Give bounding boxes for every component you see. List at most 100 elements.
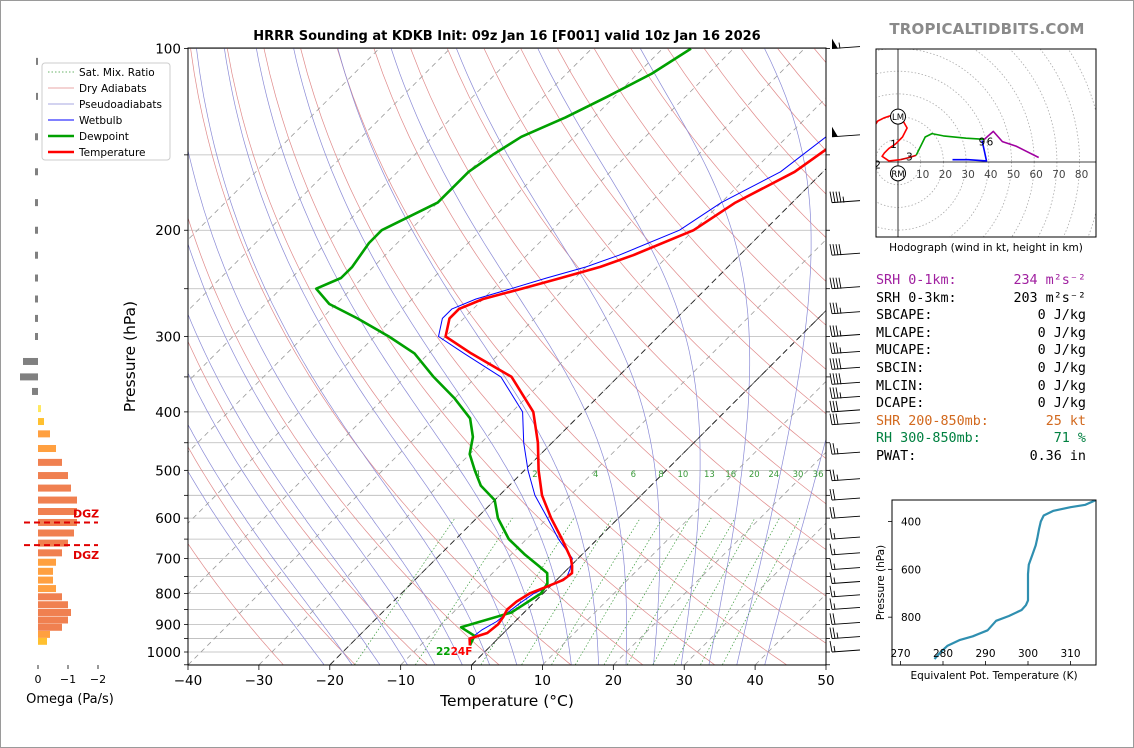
right-mover-label: RM [891, 170, 904, 180]
wind-barb-shaft [831, 536, 861, 540]
mixing-ratio-line [574, 517, 663, 665]
mixing-ratio-label: 24 [768, 470, 779, 480]
parameter-name: SRH 0-1km: [876, 273, 957, 288]
wind-barb-feather [835, 400, 839, 412]
y-tick-label: 1000 [147, 645, 181, 661]
y-tick-label: 400 [155, 405, 181, 421]
wind-barb-shaft [831, 200, 861, 204]
omega-bar [35, 332, 38, 340]
hodograph-frame [875, 48, 1097, 238]
omega-bar [38, 558, 56, 566]
wind-barb-feather [838, 358, 842, 370]
wind-barb-shaft [831, 350, 861, 354]
wind-barb-half-feather [839, 347, 842, 354]
parameter-value: 0 J/kg [1037, 308, 1086, 324]
mixing-ratio-label: 10 [678, 470, 689, 480]
y-tick-label: 200 [155, 223, 181, 239]
wind-barb-shaft [831, 581, 861, 584]
parameter-value: 71 % [1053, 431, 1086, 447]
hodograph-height-label: 9 [979, 137, 986, 149]
dry-adiabat-line [520, 48, 826, 415]
wind-barb-feather [829, 413, 833, 425]
wind-barb-feather [832, 627, 836, 639]
wind-barb [829, 469, 861, 482]
omega-bar [38, 637, 47, 645]
hodograph-height-label: 1 [890, 139, 897, 151]
theta-e-x-tick-label: 280 [933, 648, 953, 660]
omega-bar [35, 133, 38, 141]
wind-barb [829, 640, 861, 653]
temperature-line [444, 147, 826, 646]
legend-entry: Pseudoadiabats [79, 99, 162, 111]
x-tick-label: 20 [605, 673, 622, 689]
parameter-value: 0 J/kg [1037, 378, 1086, 394]
wind-barb-feather [829, 387, 833, 399]
mixing-ratio-label: 2 [532, 470, 537, 480]
wind-barb-half-feather [833, 577, 836, 584]
omega-bar [20, 373, 38, 381]
wind-barb-feather [838, 191, 842, 203]
dry-adiabat-line [226, 48, 643, 665]
theta-e-y-tick-label: 800 [901, 612, 921, 624]
legend-entry: Dewpoint [79, 131, 129, 143]
wind-barb-feather [835, 358, 839, 370]
dry-adiabat-line [188, 446, 356, 665]
theta-e-y-tick-label: 400 [901, 517, 921, 529]
hodograph-3-6km-line [915, 132, 985, 156]
mixing-ratio-label: 1 [476, 470, 481, 480]
omega-bar [38, 472, 68, 480]
wind-barb [829, 443, 861, 455]
pseudoadiabat-line [188, 372, 381, 665]
x-axis-label: Temperature (°C) [439, 692, 574, 710]
parameter-name: SRH 0-3km: [876, 290, 957, 306]
wind-barb-feather [829, 572, 833, 584]
pseudoadiabat-line [390, 48, 627, 665]
mixing-ratio-line [626, 517, 712, 665]
parameter-name: SBCAPE: [876, 308, 933, 324]
wind-barb-shaft [831, 621, 861, 625]
theta-e-x-axis-label: Equivalent Pot. Temperature (K) [910, 670, 1077, 682]
theta-e-plot-area [933, 500, 1096, 660]
mixing-ratio-line [521, 517, 613, 665]
isotherm-line [684, 522, 826, 665]
y-axis-label: Pressure (hPa) [121, 301, 139, 412]
dry-adiabat-line [188, 216, 500, 665]
chart-title: HRRR Sounding at KDKB Init: 09z Jan 16 [… [253, 29, 760, 44]
parameter-row: RH 300-850mb: 71 % [876, 430, 1086, 448]
wind-barb-feather [832, 342, 836, 354]
right-mover-marker [890, 165, 906, 182]
hodograph-0-1km-line [876, 114, 908, 162]
theta-e-x-tick-label: 270 [890, 648, 910, 660]
isotherm-line [613, 451, 826, 665]
wind-barb-shaft [831, 286, 861, 290]
wind-barb-feather [832, 277, 836, 289]
surface-temp-label: 2224F [436, 646, 472, 658]
parameter-name: MLCIN: [876, 378, 925, 394]
dry-adiabat-line [410, 48, 826, 551]
omega-bar [35, 274, 38, 282]
mixing-ratio-label: 20 [749, 470, 760, 480]
parameter-row: SBCAPE: 0 J/kg [876, 307, 1086, 325]
omega-bar [38, 430, 50, 438]
parameter-name: MLCAPE: [876, 325, 933, 341]
dry-adiabat-line [188, 340, 428, 665]
wind-barb-feather [832, 507, 836, 519]
wind-barb-feather [829, 373, 833, 385]
mixing-ratio-line [415, 517, 513, 665]
wind-barb-shaft [831, 594, 861, 598]
wind-barb-shaft [831, 552, 861, 556]
omega-bar [38, 623, 62, 631]
surface-temperature-label: 24F [451, 646, 473, 658]
wind-barb-half-feather [836, 474, 839, 481]
dry-adiabat-line [447, 48, 826, 505]
wind-barb [829, 528, 861, 540]
wind-barb-feather [829, 325, 833, 337]
wind-barb [829, 244, 861, 256]
wind-barb-feather [829, 400, 833, 412]
y-tick-label: 700 [155, 552, 181, 568]
wind-barb-feather [835, 244, 839, 256]
omega-bar [38, 484, 71, 492]
dry-adiabat-line [483, 48, 826, 459]
legend-entry: Sat. Mix. Ratio [79, 67, 155, 79]
